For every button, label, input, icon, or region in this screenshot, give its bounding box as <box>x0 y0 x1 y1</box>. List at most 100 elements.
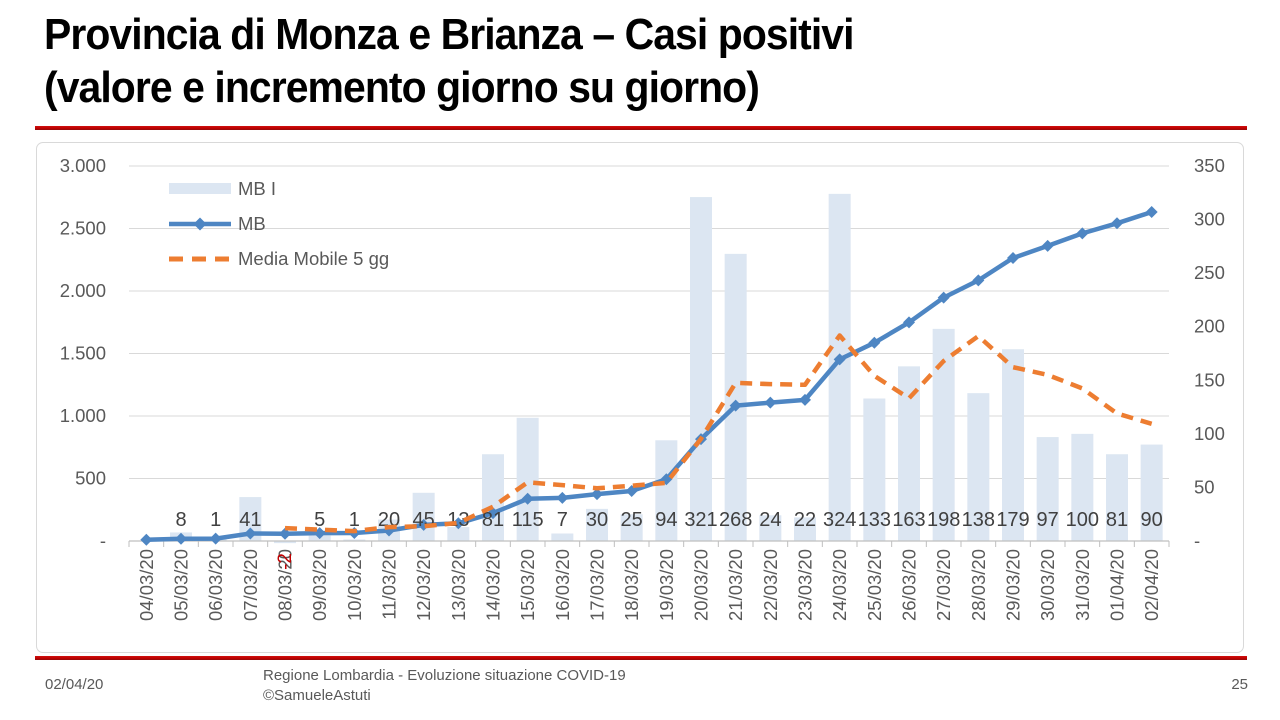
bar <box>932 328 955 541</box>
data-label-negative: -2 <box>275 553 296 570</box>
x-axis-date-label: 11/03/20 <box>379 549 400 620</box>
bar <box>898 366 920 541</box>
x-axis-date-label: 17/03/20 <box>587 549 608 621</box>
x-axis-date-label: 10/03/20 <box>344 549 365 621</box>
legend-swatch-diamond <box>193 217 207 231</box>
data-label: 1 <box>210 509 221 531</box>
bar <box>551 533 574 541</box>
bar <box>724 253 747 541</box>
left-axis-tick-label: 500 <box>75 468 106 489</box>
mb-marker-diamond <box>452 517 465 530</box>
data-label: 90 <box>1141 509 1163 531</box>
legend-label-media-mobile: Media Mobile 5 gg <box>238 248 389 269</box>
data-label: 115 <box>512 509 544 531</box>
x-axis-date-label: 04/03/20 <box>136 549 157 621</box>
x-axis-date-label: 02/04/20 <box>1141 549 1162 621</box>
left-axis-tick-label: 2.500 <box>60 218 106 239</box>
footer-divider-line <box>35 656 1247 660</box>
bar <box>1106 454 1128 541</box>
chart-frame: 8 1 41 5 1 20 45 13 81 115 7 30 25 94 321 268 24 22 324 133… <box>36 142 1244 653</box>
x-axis-date-label: 20/03/20 <box>691 549 712 621</box>
title-divider-line <box>35 126 1247 130</box>
mb-marker-diamond <box>591 488 603 501</box>
data-label: 30 <box>586 509 608 531</box>
data-label: 25 <box>621 509 643 531</box>
x-axis-date-label: 31/03/20 <box>1072 549 1093 621</box>
title-line-2: (valore e incremento giorno su giorno) <box>44 63 760 112</box>
data-label: 8 <box>175 509 186 531</box>
x-axis-date-label: 24/03/20 <box>829 549 850 621</box>
page-title: Provincia di Monza e Brianza – Casi posi… <box>44 8 1169 114</box>
media-mobile-line <box>284 333 1153 534</box>
bar <box>343 539 366 541</box>
mb-marker-diamond <box>1041 239 1054 252</box>
mb-marker-diamond <box>764 396 777 409</box>
left-axis-tick-label: 1.000 <box>60 405 106 426</box>
mb-marker-diamond <box>1007 252 1019 264</box>
bar <box>1036 437 1059 541</box>
data-label: 5 <box>314 509 325 531</box>
data-label: 133 <box>858 509 891 531</box>
right-axis-tick-label: 350 <box>1194 155 1225 176</box>
bar <box>274 541 296 544</box>
x-axis-date-label: 07/03/20 <box>240 549 261 621</box>
data-label: 268 <box>719 509 752 531</box>
legend-label-mb-i: MB I <box>238 178 276 199</box>
x-axis-date-label: 23/03/20 <box>795 549 816 621</box>
bar <box>759 515 782 541</box>
bar <box>620 514 643 541</box>
mb-marker-diamond <box>799 393 811 406</box>
bar <box>1002 349 1024 541</box>
x-axis-date-label: 30/03/20 <box>1037 549 1058 621</box>
bar <box>863 398 886 541</box>
x-axis-date-label: 22/03/20 <box>760 549 781 621</box>
footer-credit-line-2: ©SamueleAstuti <box>263 687 371 704</box>
legend-swatch-bar <box>169 183 231 194</box>
data-label: 163 <box>892 509 925 531</box>
data-label: 7 <box>557 509 568 531</box>
x-axis-date-label: 18/03/20 <box>621 549 642 621</box>
right-axis-tick-label: 250 <box>1194 262 1225 283</box>
data-label: 81 <box>482 509 504 531</box>
mb-marker-diamond <box>1111 217 1123 230</box>
mb-marker-diamond <box>140 533 153 546</box>
x-axis-date-label: 21/03/20 <box>725 549 746 621</box>
left-axis-tick-label: 1.500 <box>60 343 106 364</box>
data-label: 321 <box>684 509 717 531</box>
right-axis-tick-label: 300 <box>1194 209 1225 230</box>
data-label: 324 <box>823 509 856 531</box>
bar <box>412 492 435 541</box>
left-axis-tick-label: - <box>100 530 106 551</box>
footer-credit: Regione Lombardia - Evoluzione situazion… <box>263 666 626 706</box>
mb-marker-diamond <box>175 532 187 545</box>
mb-marker-diamond <box>625 485 638 497</box>
combo-chart: 8 1 41 5 1 20 45 13 81 115 7 30 25 94 321 268 24 22 324 133… <box>60 155 1225 621</box>
bar <box>1140 444 1163 541</box>
data-label: 97 <box>1037 509 1059 531</box>
left-axis-tick-label: 3.000 <box>60 155 106 176</box>
x-axis-date-label: 01/04/20 <box>1107 549 1128 621</box>
mb-marker-diamond <box>521 492 534 505</box>
x-axis-date-label: 05/03/20 <box>171 549 192 621</box>
data-label: 94 <box>655 509 677 531</box>
right-axis-tick-label: 200 <box>1194 316 1225 337</box>
x-axis-date-label: 08/03/20 <box>275 549 296 621</box>
bar <box>828 193 851 541</box>
x-axis-date-label: 26/03/20 <box>899 549 920 621</box>
data-label: 138 <box>962 509 995 531</box>
mb-marker-diamond <box>729 399 742 412</box>
page-number: 25 <box>1231 676 1248 693</box>
bar <box>586 508 608 541</box>
mb-marker-diamond <box>209 532 222 545</box>
x-axis-date-label: 13/03/20 <box>448 549 469 621</box>
bar <box>239 497 262 541</box>
x-axis-date-label: 06/03/20 <box>205 549 226 621</box>
footer-date: 02/04/20 <box>45 676 104 693</box>
x-axis-date-label: 14/03/20 <box>483 549 504 621</box>
data-label: 1 <box>349 509 360 531</box>
right-axis-tick-label: 150 <box>1194 369 1225 390</box>
mb-marker-diamond <box>1076 227 1089 240</box>
mb-marker-diamond <box>937 291 950 304</box>
left-axis-tick-label: 2.000 <box>60 280 106 301</box>
title-line-1: Provincia di Monza e Brianza – Casi posi… <box>44 10 854 59</box>
